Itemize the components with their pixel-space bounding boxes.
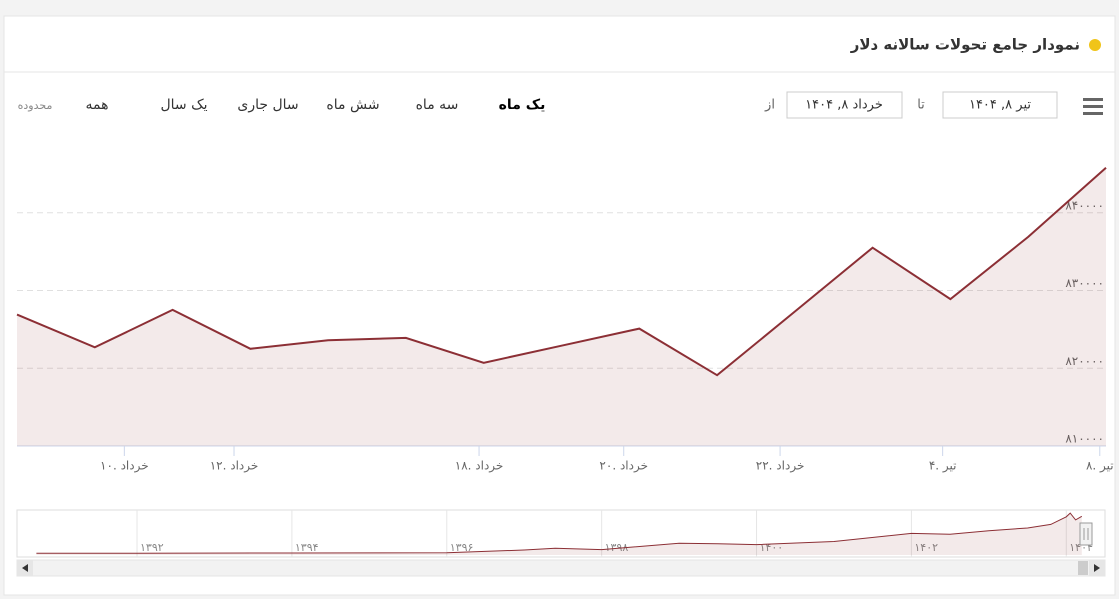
range-button[interactable]: همه bbox=[86, 97, 109, 113]
from-label: از bbox=[764, 98, 775, 113]
navigator-tick-label: ۱۳۹۲ bbox=[140, 541, 164, 554]
x-tick-label: ۱۲. خرداد bbox=[210, 459, 259, 474]
x-tick-label: ۲۰. خرداد bbox=[599, 459, 648, 474]
navigator-tick-label: ۱۳۹۸ bbox=[605, 541, 629, 554]
navigator-tick-label: ۱۴۰۲ bbox=[914, 541, 938, 554]
chart-title: نمودار جامع تحولات سالانه دلار bbox=[850, 36, 1080, 54]
from-date: خرداد ۸, ۱۴۰۴ bbox=[805, 98, 883, 113]
range-button[interactable]: یک سال bbox=[160, 97, 207, 113]
navigator-handle[interactable] bbox=[1079, 522, 1093, 546]
y-tick-label: ۸۲۰۰۰۰ bbox=[1065, 354, 1104, 368]
range-button[interactable]: سال جاری bbox=[237, 97, 298, 113]
x-tick-label: ۱۰. خرداد bbox=[100, 459, 149, 474]
panel bbox=[3, 15, 1116, 596]
navigator-tick-label: ۱۳۹۶ bbox=[450, 541, 474, 554]
arrow-left bbox=[22, 564, 28, 572]
x-tick-label: ۱۸. خرداد bbox=[455, 459, 504, 474]
x-tick-label: ۸. تیر bbox=[1086, 459, 1114, 474]
from-date-input[interactable] bbox=[786, 91, 903, 119]
area bbox=[17, 167, 1106, 446]
scrollbar-track[interactable] bbox=[16, 559, 1106, 577]
x-tick-label: ۲۲. خرداد bbox=[756, 459, 805, 474]
navigator-tick-label: ۱۳۹۴ bbox=[295, 541, 319, 554]
arrow-right bbox=[1094, 564, 1100, 572]
y-tick-label: ۸۴۰۰۰۰ bbox=[1065, 198, 1104, 212]
menu-bar bbox=[1083, 105, 1103, 108]
range-button[interactable]: شش ماه bbox=[326, 97, 379, 113]
to-date: تیر ۸, ۱۴۰۴ bbox=[969, 98, 1031, 113]
x-tick-label: ۴. تیر bbox=[929, 459, 957, 474]
area bbox=[36, 513, 1082, 555]
range-button[interactable]: سه ماه bbox=[416, 97, 459, 113]
line bbox=[16, 166, 1107, 377]
to-date-input[interactable] bbox=[942, 91, 1058, 119]
menu-icon[interactable] bbox=[1083, 98, 1103, 115]
navigator-frame bbox=[16, 509, 1106, 558]
scroll-thumb[interactable] bbox=[1078, 561, 1088, 575]
menu-bar bbox=[1083, 112, 1103, 115]
y-tick-label: ۸۱۰۰۰۰ bbox=[1065, 432, 1104, 446]
y-tick-label: ۸۳۰۰۰۰ bbox=[1065, 276, 1104, 290]
title-dot bbox=[1089, 39, 1101, 51]
range-button[interactable]: یک ماه bbox=[499, 97, 546, 113]
line bbox=[36, 512, 1083, 554]
range-label: محدوده bbox=[18, 99, 53, 112]
to-label: تا bbox=[917, 98, 925, 113]
plot: ۸۱۰۰۰۰ ۸۲۰۰۰۰ ۸۳۰۰۰۰ ۸۴۰۰۰۰ ۱۰. خرداد ۱۲. خرد… bbox=[16, 166, 1114, 557]
menu-bar bbox=[1083, 98, 1103, 101]
